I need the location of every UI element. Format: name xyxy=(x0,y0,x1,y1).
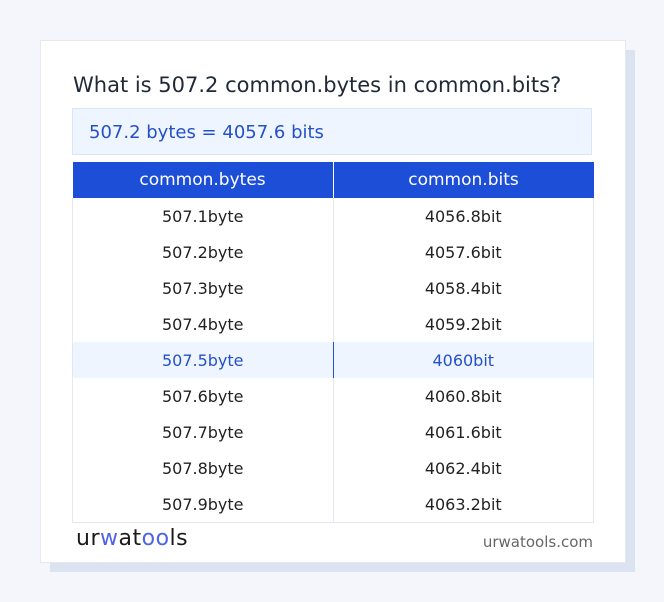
table-row: 507.8byte 4062.4bit xyxy=(73,450,594,486)
bits-cell: 4063.2bit xyxy=(332,486,594,523)
converter-card: What is 507.2 common.bytes in common.bit… xyxy=(40,40,626,563)
bytes-cell: 507.6byte xyxy=(161,386,244,406)
bytes-cell: 507.7byte xyxy=(161,422,244,442)
table-row: 507.9byte 4063.2bit xyxy=(73,486,594,523)
table-row: 507.5byte 4060bit xyxy=(72,342,594,378)
column-header: common.bytes xyxy=(72,162,333,198)
table-row: 507.7byte 4061.6bit xyxy=(73,414,594,450)
bytes-cell: 507.4byte xyxy=(161,314,244,334)
bytes-cell: 507.9byte xyxy=(161,494,244,514)
table-row: 507.1byte 4056.8bit xyxy=(73,198,594,234)
bits-cell: 4062.4bit xyxy=(332,450,594,486)
bits-cell: 4057.6bit xyxy=(332,234,594,270)
bytes-cell: 507.2byte xyxy=(161,242,244,262)
bits-cell: 4059.2bit xyxy=(332,306,594,342)
bits-cell: 4060bit xyxy=(332,342,594,378)
bytes-cell: 507.3byte xyxy=(161,278,244,298)
conversion-result: 507.2 bytes = 4057.6 bits xyxy=(72,108,592,155)
bits-cell: 4058.4bit xyxy=(332,270,594,306)
bytes-cell: 507.5byte xyxy=(72,342,333,378)
site-link[interactable]: urwatools.com xyxy=(482,533,593,551)
bits-cell: 4061.6bit xyxy=(332,414,594,450)
page-title: What is 507.2 common.bytes in common.bit… xyxy=(73,73,562,97)
table-row: 507.4byte 4059.2bit xyxy=(73,306,594,342)
bits-cell: 4060.8bit xyxy=(332,378,594,414)
conversion-table: common.bytes common.bits 507.1byte 4056.8… xyxy=(72,162,594,523)
table-row: 507.6byte 4060.8bit xyxy=(73,378,594,414)
urwatools-logo[interactable]: urwatools xyxy=(76,526,189,551)
column-header: common.bits xyxy=(332,162,594,198)
bits-cell: 4056.8bit xyxy=(332,198,594,234)
bytes-cell: 507.1byte xyxy=(161,206,244,226)
bytes-cell: 507.8byte xyxy=(161,458,244,478)
table-row: 507.3byte 4058.4bit xyxy=(73,270,594,306)
table-row: 507.2byte 4057.6bit xyxy=(73,234,594,270)
